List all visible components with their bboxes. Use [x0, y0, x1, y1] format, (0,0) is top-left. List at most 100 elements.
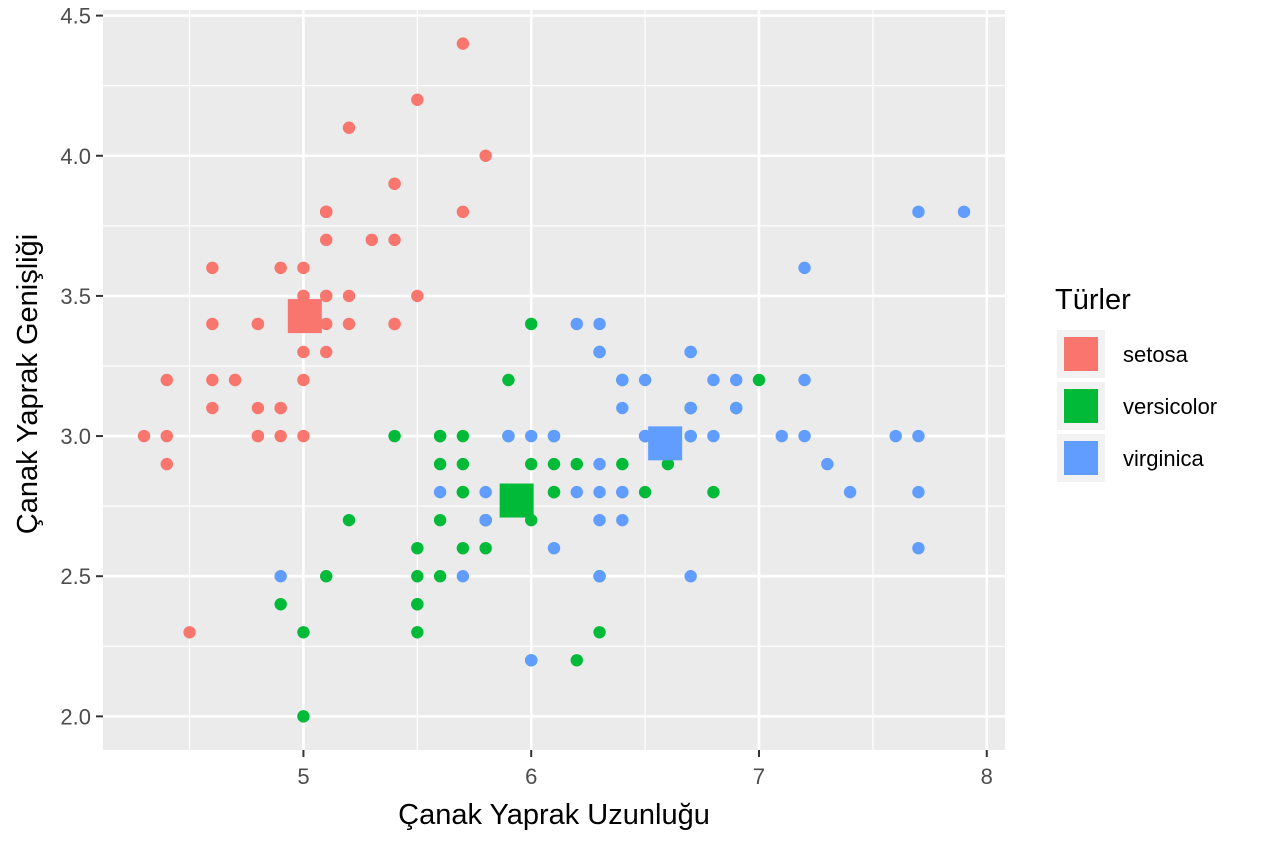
- data-point-setosa: [320, 205, 333, 219]
- data-point-versicolor: [411, 598, 424, 611]
- data-point-versicolor: [274, 598, 287, 611]
- data-point-versicolor: [411, 541, 424, 555]
- y-tick-label: 4.5: [60, 4, 91, 29]
- data-point-setosa: [388, 317, 401, 331]
- data-point-virginica: [707, 429, 720, 443]
- centroid-setosa: [287, 299, 322, 334]
- data-point-setosa: [456, 205, 470, 219]
- data-point-virginica: [684, 570, 697, 583]
- data-point-setosa: [251, 401, 265, 415]
- data-point-virginica: [616, 513, 629, 527]
- legend-label-versicolor: versicolor: [1123, 394, 1217, 419]
- legend: Türler setosa versicolor virginica: [1055, 284, 1217, 482]
- data-point-setosa: [342, 317, 356, 331]
- data-point-setosa: [342, 289, 356, 303]
- data-point-virginica: [616, 485, 629, 499]
- data-point-virginica: [547, 541, 561, 555]
- data-point-versicolor: [707, 485, 720, 499]
- data-point-virginica: [707, 373, 720, 387]
- data-point-setosa: [320, 345, 333, 359]
- x-tick-label: 5: [297, 764, 309, 789]
- data-point-versicolor: [433, 570, 447, 583]
- y-tick-label: 3.5: [60, 284, 91, 309]
- x-tick-label: 6: [525, 764, 537, 789]
- y-axis: 2.0 2.5 3.0 3.5 4.0 4.5: [60, 4, 103, 729]
- data-point-setosa: [160, 373, 173, 387]
- x-axis-title: Çanak Yaprak Uzunluğu: [398, 799, 710, 831]
- data-point-virginica: [570, 317, 583, 331]
- data-point-virginica: [570, 485, 583, 499]
- data-point-virginica: [912, 541, 925, 555]
- legend-key-versicolor: [1064, 389, 1098, 423]
- data-point-setosa: [251, 429, 265, 443]
- legend-title: Türler: [1055, 284, 1131, 316]
- data-point-setosa: [297, 345, 310, 359]
- data-point-versicolor: [342, 513, 356, 527]
- data-point-virginica: [593, 345, 606, 359]
- data-point-versicolor: [547, 485, 561, 499]
- legend-key-setosa: [1064, 337, 1098, 371]
- data-point-virginica: [775, 429, 788, 443]
- data-point-setosa: [160, 429, 173, 443]
- x-tick-label: 8: [981, 764, 993, 789]
- data-point-virginica: [684, 401, 697, 415]
- data-point-versicolor: [593, 626, 606, 639]
- data-point-setosa: [411, 93, 424, 106]
- data-point-virginica: [912, 485, 925, 499]
- data-point-virginica: [684, 345, 697, 359]
- data-point-versicolor: [456, 457, 470, 471]
- data-point-versicolor: [320, 570, 333, 583]
- data-point-setosa: [137, 429, 151, 443]
- data-point-setosa: [388, 177, 401, 190]
- data-point-virginica: [502, 429, 515, 443]
- data-point-virginica: [525, 429, 538, 443]
- y-axis-title: Çanak Yaprak Genişliği: [12, 234, 44, 534]
- data-point-virginica: [593, 513, 606, 527]
- data-point-setosa: [274, 261, 287, 275]
- data-point-virginica: [821, 457, 834, 471]
- centroid-virginica: [648, 426, 683, 461]
- data-point-versicolor: [411, 626, 424, 639]
- y-tick-label: 4.0: [60, 144, 91, 169]
- data-point-versicolor: [525, 457, 538, 471]
- data-point-virginica: [616, 373, 629, 387]
- data-point-setosa: [251, 317, 265, 331]
- data-point-versicolor: [479, 541, 492, 555]
- x-axis: 5 6 7 8: [297, 750, 993, 789]
- centroid-versicolor: [499, 483, 534, 518]
- data-point-versicolor: [297, 626, 310, 639]
- legend-entries: setosa versicolor virginica: [1057, 330, 1217, 482]
- data-point-setosa: [160, 457, 173, 471]
- data-point-setosa: [274, 401, 287, 415]
- panel-background: [103, 10, 1005, 750]
- data-point-virginica: [479, 485, 492, 499]
- data-point-setosa: [297, 261, 310, 275]
- data-point-virginica: [798, 373, 811, 387]
- data-point-setosa: [320, 317, 333, 331]
- data-point-setosa: [297, 289, 310, 303]
- y-tick-label: 3.0: [60, 424, 91, 449]
- data-point-versicolor: [547, 457, 561, 471]
- data-point-virginica: [957, 205, 971, 219]
- data-point-virginica: [730, 373, 743, 387]
- data-point-virginica: [593, 485, 606, 499]
- data-point-virginica: [593, 317, 606, 331]
- data-point-setosa: [320, 233, 333, 247]
- data-point-virginica: [547, 429, 561, 443]
- data-point-versicolor: [456, 485, 470, 499]
- data-point-virginica: [456, 570, 470, 583]
- data-point-virginica: [638, 373, 652, 387]
- data-point-versicolor: [297, 710, 310, 723]
- legend-label-virginica: virginica: [1123, 446, 1204, 471]
- data-point-setosa: [297, 373, 310, 387]
- data-point-versicolor: [638, 485, 652, 499]
- data-point-virginica: [889, 429, 902, 443]
- data-point-virginica: [912, 429, 925, 443]
- y-tick-label: 2.5: [60, 564, 91, 589]
- y-tick-label: 2.0: [60, 704, 91, 729]
- data-point-versicolor: [616, 457, 629, 471]
- data-point-setosa: [479, 149, 492, 162]
- data-point-virginica: [843, 485, 857, 499]
- data-point-setosa: [388, 233, 401, 247]
